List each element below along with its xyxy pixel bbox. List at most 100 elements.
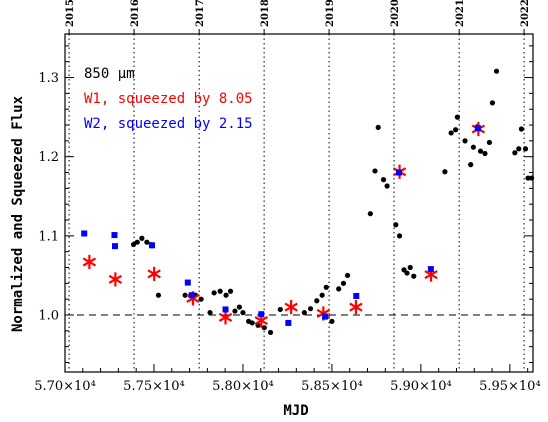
year-label: 2019	[325, 0, 336, 27]
x-tick-label: 5.70×10⁴	[34, 379, 96, 394]
data-point-850um	[393, 222, 399, 228]
y-tick-label: 1.2	[38, 150, 59, 165]
legend-w1: W1, squeezed by 8.05	[84, 91, 253, 107]
data-point-850um	[516, 146, 522, 152]
data-point-850um	[344, 272, 351, 279]
plot-frame	[64, 33, 534, 373]
data-point-850um	[198, 296, 204, 302]
data-point-850um	[411, 273, 417, 279]
data-point-w1	[218, 310, 233, 325]
year-label: 2022	[520, 0, 531, 27]
data-point-850um	[217, 288, 223, 294]
data-point-w2	[188, 292, 195, 299]
data-point-w1	[349, 299, 363, 315]
data-point-850um	[396, 233, 403, 239]
data-point-w1	[284, 299, 298, 315]
legend: 850 μm W1, squeezed by 8.05 W2, squeezed…	[84, 66, 253, 132]
data-point-w2	[184, 279, 191, 286]
data-point-850um	[452, 127, 459, 133]
data-point-850um	[404, 270, 410, 276]
data-point-850um	[518, 126, 525, 132]
data-point-850um	[240, 310, 246, 316]
y-tick-label: 1.1	[38, 229, 59, 244]
data-point-850um	[477, 148, 484, 154]
data-point-850um	[489, 100, 496, 106]
legend-850um: 850 μm	[84, 66, 135, 82]
data-point-850um	[134, 239, 140, 245]
year-gridlines	[68, 29, 525, 372]
axis-ticks	[64, 45, 533, 372]
data-point-850um	[470, 144, 476, 150]
data-point-850um	[249, 320, 255, 326]
data-point-850um	[407, 264, 413, 271]
x-tick-label: 5.75×10⁴	[123, 379, 185, 394]
data-point-850um	[329, 318, 335, 324]
x-tick-label: 5.85×10⁴	[301, 379, 363, 394]
data-point-w1	[82, 254, 97, 270]
data-point-850um	[482, 150, 488, 157]
y-tick-label: 1.0	[38, 309, 59, 324]
data-point-850um	[340, 280, 347, 286]
year-label: 2017	[195, 0, 206, 27]
year-label: 2018	[260, 0, 271, 27]
data-point-850um	[314, 298, 320, 304]
x-tick-label: 5.90×10⁴	[390, 379, 452, 394]
data-point-w1	[108, 272, 123, 287]
data-point-850um	[367, 211, 373, 217]
data-point-850um	[525, 175, 531, 181]
x-tick-label: 5.80×10⁴	[212, 379, 274, 394]
data-point-w2	[81, 230, 88, 237]
data-point-850um	[486, 139, 493, 146]
year-label: 2016	[130, 0, 141, 27]
data-point-850um	[375, 124, 381, 131]
data-point-850um	[207, 310, 213, 316]
data-point-w1	[147, 266, 161, 281]
data-point-850um	[267, 329, 274, 336]
year-label: 2020	[390, 0, 401, 27]
data-point-850um	[468, 162, 474, 168]
data-point-850um	[448, 130, 454, 136]
data-point-850um	[493, 68, 500, 74]
data-point-850um	[307, 306, 314, 312]
data-point-850um	[442, 169, 448, 175]
data-point-850um	[336, 286, 342, 292]
data-point-w2	[322, 313, 329, 320]
data-point-w2	[111, 232, 118, 239]
data-point-850um	[223, 292, 229, 298]
data-point-850um	[372, 168, 378, 174]
data-marks	[81, 68, 535, 336]
data-point-850um	[232, 308, 238, 314]
data-point-850um	[182, 292, 188, 298]
data-point-850um	[462, 138, 468, 144]
data-point-850um	[227, 288, 234, 294]
y-axis-title: Normalized and Squeezed Flux	[10, 95, 26, 332]
data-point-w2	[474, 125, 481, 132]
data-point-850um	[155, 292, 162, 298]
data-point-850um	[454, 114, 460, 120]
data-point-w2	[396, 169, 403, 176]
data-point-850um	[139, 235, 145, 241]
data-point-850um	[211, 290, 217, 296]
axis-labels: 2015 2016 2017 2018 2019 2020 2021 2022 5.70×10⁴…	[34, 0, 540, 394]
data-point-850um	[144, 239, 150, 245]
year-label: 2015	[65, 0, 76, 27]
y-tick-label: 1.3	[38, 71, 59, 86]
data-point-w2	[222, 306, 229, 313]
data-point-850um	[277, 306, 283, 313]
data-point-w2	[427, 266, 434, 273]
data-point-850um	[301, 310, 307, 316]
legend-w2: W2, squeezed by 2.15	[84, 116, 253, 132]
data-point-w2	[285, 319, 292, 326]
year-label: 2021	[455, 0, 466, 27]
data-point-w2	[353, 293, 360, 300]
data-point-850um	[130, 241, 137, 248]
x-tick-label: 5.95×10⁴	[479, 379, 541, 394]
data-point-850um	[522, 146, 529, 152]
x-axis-title: MJD	[283, 403, 308, 419]
data-point-850um	[512, 150, 518, 156]
data-point-850um	[319, 292, 325, 298]
data-point-w2	[112, 243, 119, 250]
data-point-850um	[384, 183, 390, 189]
